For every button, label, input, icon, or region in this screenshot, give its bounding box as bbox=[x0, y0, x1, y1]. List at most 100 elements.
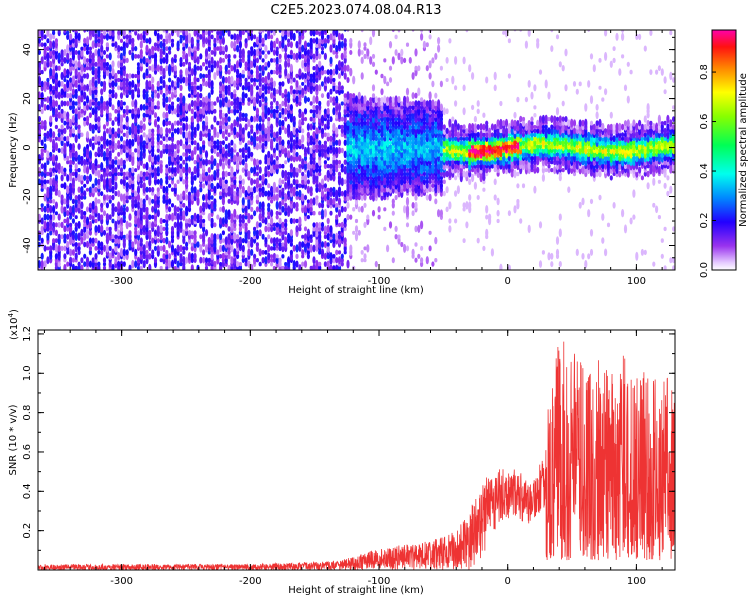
spectrogram-cell bbox=[312, 263, 316, 270]
spectrogram-cell bbox=[102, 58, 107, 63]
spectrogram-cell bbox=[391, 30, 395, 33]
spectrogram-cell bbox=[281, 265, 285, 270]
spectrogram-cell bbox=[221, 205, 225, 213]
spectrogram-cell bbox=[230, 101, 234, 106]
spectrogram-cell bbox=[312, 142, 316, 151]
spectrogram-cell bbox=[131, 179, 135, 185]
spectrogram-cell bbox=[145, 207, 149, 212]
spectrogram-cell bbox=[340, 116, 344, 122]
spectrogram-cell bbox=[111, 127, 115, 135]
spectrogram-cell bbox=[40, 139, 44, 146]
spectrogram-cell bbox=[306, 199, 310, 204]
spectrogram-cell bbox=[60, 80, 64, 87]
spectrogram-cell bbox=[255, 65, 259, 72]
spectrogram-cell bbox=[199, 234, 203, 240]
spectrogram-cell bbox=[428, 183, 432, 189]
spectrogram-cell bbox=[94, 261, 98, 267]
spectrogram-cell bbox=[173, 266, 177, 270]
spectrogram-cell bbox=[422, 40, 426, 49]
spectrogram-cell bbox=[134, 248, 138, 257]
spectrogram-cell bbox=[221, 112, 225, 118]
spectrogram-cell bbox=[335, 95, 339, 104]
spectrogram-cell bbox=[108, 112, 112, 118]
spectrogram-cell bbox=[405, 205, 410, 214]
spectrogram-cell bbox=[210, 147, 214, 154]
spectrogram-cell bbox=[244, 116, 248, 123]
spectrogram-cell bbox=[278, 40, 282, 49]
spectrogram-cell bbox=[267, 244, 271, 253]
spectrogram-cell bbox=[289, 88, 293, 95]
spectrogram-cell bbox=[102, 262, 107, 267]
spectrogram-cell bbox=[97, 38, 101, 44]
spectrogram-cell bbox=[179, 193, 183, 202]
spectrogram-cell bbox=[306, 131, 310, 138]
spectrogram-cell bbox=[114, 109, 118, 114]
spectrogram-cell bbox=[83, 253, 87, 259]
spectrogram-cell bbox=[122, 234, 126, 239]
spectrogram-cell bbox=[134, 190, 138, 197]
spectrogram-cell bbox=[156, 187, 160, 193]
spectrogram-cell bbox=[346, 213, 350, 221]
spectrogram-cell bbox=[219, 244, 223, 253]
spectrogram-cell bbox=[199, 65, 203, 72]
spectrogram-cell bbox=[69, 166, 73, 174]
spectrogram-cell bbox=[83, 190, 87, 198]
spectrogram-cell bbox=[182, 116, 186, 122]
spectrogram-cell bbox=[241, 218, 245, 224]
spectrogram-cell bbox=[153, 69, 158, 75]
spectrogram-cell bbox=[357, 229, 361, 236]
spectrogram-cell bbox=[60, 245, 64, 252]
spectrogram-cell bbox=[241, 178, 245, 186]
spectrogram-cell bbox=[261, 257, 265, 264]
spectrogram-cell bbox=[63, 83, 67, 92]
spectrogram-cell bbox=[46, 221, 50, 229]
spectrogram-cell bbox=[439, 171, 443, 177]
spectrogram-cell bbox=[139, 64, 143, 72]
spectrogram-cell bbox=[422, 171, 426, 177]
spectrogram-cell bbox=[417, 136, 421, 141]
spectrogram-cell bbox=[219, 157, 223, 167]
spectrogram-cell bbox=[199, 217, 203, 225]
spectrogram-cell bbox=[386, 244, 390, 253]
spectrogram-cell bbox=[442, 148, 446, 153]
spectrogram-cell bbox=[289, 49, 293, 56]
spectrogram-cell bbox=[60, 124, 64, 130]
spectrogram-cell bbox=[97, 41, 101, 48]
spectrogram-cell bbox=[309, 123, 313, 131]
spectrogram-cell bbox=[400, 175, 404, 180]
spectrogram-cell bbox=[281, 242, 285, 247]
spectrogram-cell bbox=[363, 246, 367, 251]
spectrogram-cell bbox=[287, 205, 291, 214]
spectrogram-cell bbox=[170, 237, 175, 244]
spectrogram-cell bbox=[230, 75, 234, 85]
spectrogram-cell bbox=[165, 253, 169, 260]
spectrogram-cell bbox=[340, 132, 344, 138]
spectrogram-cell bbox=[284, 207, 288, 212]
spectrogram-cell bbox=[43, 193, 47, 202]
spectrogram-cell bbox=[182, 30, 186, 33]
spectrogram-cell bbox=[309, 37, 313, 44]
spectrogram-cell bbox=[258, 248, 262, 257]
spectrogram-cell bbox=[281, 30, 285, 37]
spectrogram-cell bbox=[354, 232, 359, 242]
spectrogram-cell bbox=[77, 249, 81, 256]
spectrogram-cell bbox=[468, 178, 472, 185]
spectrogram-cell bbox=[284, 230, 288, 235]
spectrogram-cell bbox=[380, 120, 384, 126]
spectrogram-cell bbox=[292, 260, 296, 269]
spectrogram-cell bbox=[114, 234, 118, 239]
spectrogram-cell bbox=[105, 42, 109, 48]
spectrogram-cell bbox=[63, 68, 67, 77]
spectrogram-cell bbox=[142, 163, 146, 169]
spectrogram-cell bbox=[323, 140, 327, 145]
spectrogram-cell bbox=[170, 101, 175, 106]
spectrogram-cell bbox=[74, 134, 78, 144]
spectrogram-cell bbox=[468, 194, 472, 201]
spectrogram-cell bbox=[199, 130, 203, 140]
spectrogram-cell bbox=[80, 264, 84, 270]
spectrogram-cell bbox=[77, 220, 81, 229]
spectrogram-cell bbox=[117, 45, 121, 53]
spectrogram-cell bbox=[414, 48, 418, 57]
spectrogram-cell bbox=[38, 61, 41, 68]
spectrogram-cell bbox=[255, 107, 259, 116]
